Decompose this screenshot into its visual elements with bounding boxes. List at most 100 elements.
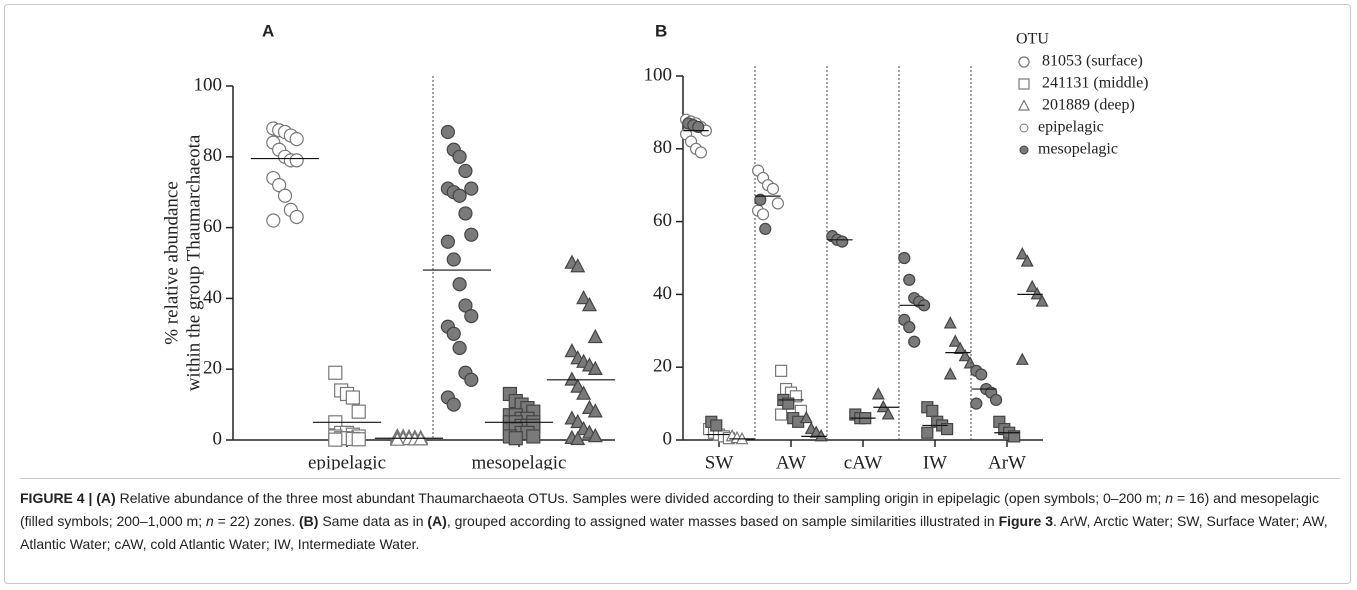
point	[881, 407, 895, 420]
y-tick-label: 40	[653, 283, 672, 304]
point	[926, 404, 939, 417]
point	[1015, 352, 1029, 365]
point	[1015, 247, 1029, 260]
point	[903, 321, 916, 334]
figure-frame	[4, 4, 1351, 584]
point	[564, 343, 580, 358]
legend-label: 241131 (middle)	[1042, 75, 1149, 92]
point	[948, 334, 962, 347]
point	[570, 430, 586, 446]
point	[289, 132, 304, 147]
x-tick-label: ArW	[988, 452, 1026, 470]
y-tick-label: 80	[203, 145, 222, 166]
legend-marker	[1019, 123, 1029, 133]
y-tick-label: 60	[203, 216, 222, 237]
caption-text: (B)	[299, 513, 319, 529]
point	[328, 365, 343, 380]
y-tick-label: 20	[203, 358, 222, 379]
x-tick-label: cAW	[844, 452, 883, 470]
x-tick-label: mesopelagic	[472, 452, 567, 470]
point	[570, 413, 586, 429]
caption-text: Figure 3	[998, 513, 1054, 529]
x-tick-label: SW	[705, 452, 734, 470]
point	[345, 390, 360, 405]
caption: FIGURE 4 | (A) Relative abundance of the…	[20, 478, 1340, 556]
point	[943, 367, 957, 380]
x-tick-label: epipelagic	[308, 452, 386, 470]
point	[908, 335, 921, 348]
point	[351, 404, 366, 419]
point	[692, 120, 705, 134]
point	[464, 227, 479, 242]
point	[774, 408, 788, 421]
point	[587, 360, 603, 375]
point	[871, 387, 885, 400]
caption-text: = 22) zones.	[213, 513, 299, 529]
caption-text: Relative abundance of the three most abu…	[115, 490, 1166, 506]
point	[328, 432, 343, 447]
caption-text: n	[1165, 490, 1174, 506]
point	[452, 149, 467, 164]
point	[277, 188, 293, 203]
point	[1025, 279, 1039, 293]
caption-text: . ArW, Arctic Water; SW, Surface Water; …	[20, 513, 1328, 552]
caption-text: , grouped according to assigned water ma…	[446, 513, 999, 529]
point	[940, 422, 954, 436]
y-tick-label: 20	[653, 356, 672, 377]
point	[289, 209, 304, 225]
legend-label: 201889 (deep)	[1042, 97, 1135, 114]
point	[570, 258, 586, 273]
legend-label: 81053 (surface)	[1042, 53, 1143, 70]
point	[710, 419, 723, 432]
point	[440, 124, 455, 140]
point	[1035, 294, 1049, 307]
legend-title: OTU	[1016, 31, 1049, 48]
y-tick-label: 60	[653, 210, 672, 231]
point	[898, 251, 911, 265]
point	[564, 371, 580, 386]
caption-text: Same data as in	[318, 513, 428, 529]
legend-label: epipelagic	[1038, 119, 1104, 136]
y-tick-label: 0	[663, 428, 673, 449]
point	[508, 431, 523, 446]
point	[1008, 430, 1021, 443]
point	[458, 163, 473, 179]
point	[836, 235, 849, 248]
point	[446, 326, 461, 341]
point	[876, 399, 890, 413]
point	[799, 410, 813, 424]
point	[389, 431, 405, 446]
caption-text: (A)	[427, 513, 447, 529]
point	[1018, 78, 1030, 90]
point	[975, 368, 988, 381]
caption-text: n	[205, 513, 214, 529]
y-tick-label: 100	[644, 64, 673, 85]
point	[266, 213, 281, 228]
point	[814, 429, 828, 442]
point	[576, 289, 592, 305]
point	[446, 397, 461, 412]
point	[1030, 287, 1044, 300]
y-tick-label: 100	[194, 74, 223, 95]
point	[464, 372, 479, 387]
y-axis-label: within the group Thaumarchaeota	[183, 134, 204, 391]
point	[272, 178, 287, 193]
point	[464, 309, 479, 324]
point	[963, 356, 977, 369]
point	[774, 364, 788, 377]
x-tick-label: AW	[776, 452, 806, 470]
point	[452, 188, 467, 203]
point	[921, 426, 934, 439]
point	[452, 340, 467, 356]
point	[526, 429, 541, 444]
point	[754, 193, 767, 206]
point	[989, 393, 1003, 407]
point	[789, 390, 803, 403]
y-tick-label: 40	[203, 287, 222, 308]
point	[581, 297, 597, 312]
point	[756, 208, 770, 221]
point	[351, 432, 366, 447]
point	[570, 378, 586, 393]
point	[452, 277, 467, 292]
